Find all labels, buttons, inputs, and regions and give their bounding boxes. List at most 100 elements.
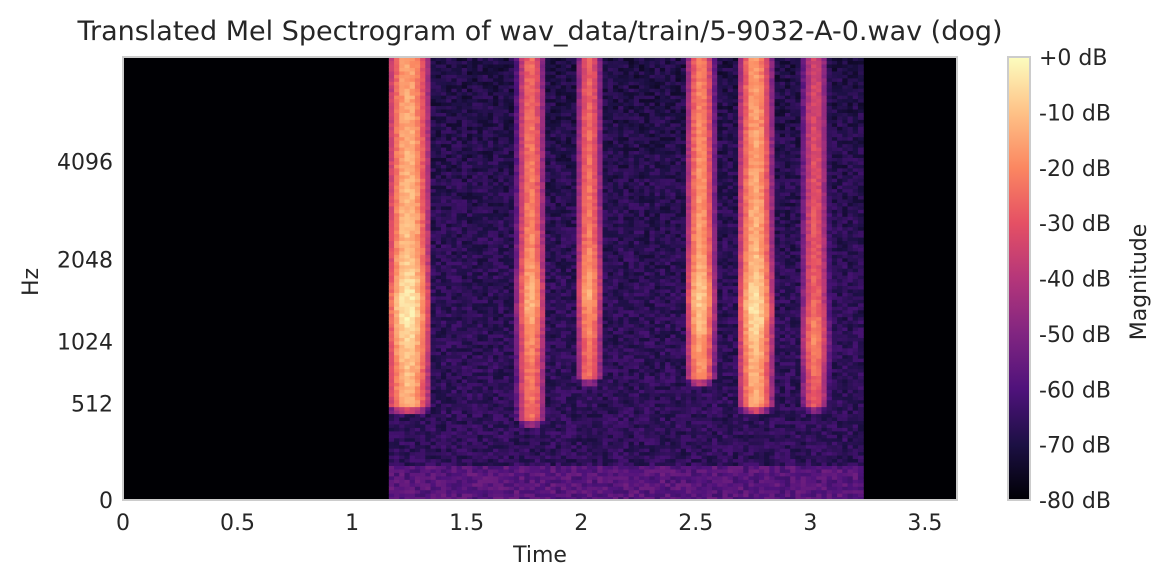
spectrogram-cell bbox=[540, 191, 546, 197]
spectrogram-cell bbox=[430, 250, 437, 255]
spectrogram-cell bbox=[566, 157, 572, 162]
spectrogram-cell bbox=[498, 88, 505, 93]
spectrogram-cell bbox=[534, 178, 541, 183]
spectrogram-cell bbox=[560, 458, 567, 463]
spectrogram-cell bbox=[545, 358, 552, 363]
spectrogram-cell bbox=[555, 112, 562, 117]
spectrogram-cell bbox=[404, 70, 411, 75]
spectrogram-cell bbox=[446, 493, 452, 498]
spectrogram-cell bbox=[529, 223, 536, 228]
spectrogram-cell bbox=[467, 167, 473, 172]
spectrogram-cell bbox=[425, 337, 432, 342]
spectrogram-cell bbox=[519, 430, 525, 435]
spectrogram-cell bbox=[576, 171, 583, 176]
spectrogram-cell bbox=[581, 278, 588, 283]
spectrogram-cell bbox=[425, 468, 432, 473]
spectrogram-cell bbox=[493, 115, 499, 120]
spectrogram-cell bbox=[477, 57, 484, 62]
spectrogram-cell bbox=[388, 275, 395, 280]
spectrogram-cell bbox=[540, 195, 546, 200]
spectrogram-cell bbox=[456, 212, 463, 217]
spectrogram-cell bbox=[451, 320, 458, 325]
spectrogram-cell bbox=[404, 455, 411, 460]
spectrogram-cell bbox=[482, 105, 489, 110]
spectrogram-cell bbox=[420, 406, 426, 411]
spectrogram-cell bbox=[425, 240, 432, 245]
spectrogram-cell bbox=[435, 320, 442, 325]
spectrogram-cell bbox=[430, 67, 437, 72]
spectrogram-cell bbox=[394, 254, 400, 259]
spectrogram-cell bbox=[493, 150, 499, 155]
spectrogram-cell bbox=[576, 77, 583, 82]
spectrogram-cell bbox=[409, 275, 416, 280]
spectrogram-cell bbox=[482, 309, 489, 314]
spectrogram-cell bbox=[451, 475, 458, 480]
spectrogram-cell bbox=[550, 333, 557, 338]
spectrogram-cell bbox=[571, 115, 578, 120]
spectrogram-cell bbox=[534, 365, 541, 370]
spectrogram-cell bbox=[409, 448, 416, 453]
spectrogram-cell bbox=[409, 333, 416, 338]
spectrogram-cell bbox=[456, 278, 463, 283]
spectrogram-cell bbox=[467, 88, 473, 93]
spectrogram-cell bbox=[545, 441, 552, 446]
spectrogram-cell bbox=[435, 198, 442, 203]
spectrogram-cell bbox=[487, 122, 494, 127]
spectrogram-cell bbox=[560, 143, 567, 148]
spectrogram-cell bbox=[524, 268, 531, 273]
spectrogram-cell bbox=[472, 212, 479, 217]
spectrogram-cell bbox=[430, 375, 437, 380]
spectrogram-cell bbox=[394, 133, 400, 138]
spectrogram-cell bbox=[388, 423, 395, 428]
spectrogram-cell bbox=[560, 368, 567, 373]
spectrogram-cell bbox=[493, 375, 499, 380]
spectrogram-cell bbox=[477, 461, 484, 466]
spectrogram-cell bbox=[404, 403, 411, 408]
spectrogram-cell bbox=[472, 361, 479, 366]
spectrogram-cell bbox=[477, 275, 484, 280]
spectrogram-cell bbox=[394, 146, 400, 152]
spectrogram-cell bbox=[404, 146, 411, 152]
spectrogram-cell bbox=[498, 382, 505, 387]
spectrogram-cell bbox=[534, 164, 541, 169]
spectrogram-cell bbox=[586, 330, 593, 335]
spectrogram-cell bbox=[399, 81, 406, 86]
spectrogram-cell bbox=[576, 101, 583, 107]
spectrogram-cell bbox=[566, 361, 572, 366]
spectrogram-cell bbox=[435, 143, 442, 148]
spectrogram-cell bbox=[404, 413, 411, 418]
spectrogram-cell bbox=[477, 371, 484, 377]
spectrogram-cell bbox=[550, 157, 557, 162]
spectrogram-cell bbox=[581, 365, 588, 370]
spectrogram-cell bbox=[435, 250, 442, 255]
spectrogram-cell bbox=[477, 451, 484, 456]
spectrogram-cell bbox=[399, 337, 406, 342]
spectrogram-cell bbox=[576, 133, 583, 138]
spectrogram-cell bbox=[388, 330, 395, 335]
spectrogram-cell bbox=[550, 434, 557, 439]
spectrogram-cell bbox=[420, 295, 426, 300]
spectrogram-cell bbox=[440, 157, 447, 162]
spectrogram-cell bbox=[409, 451, 416, 456]
spectrogram-cell bbox=[508, 115, 515, 120]
spectrogram-cell bbox=[550, 77, 557, 82]
spectrogram-cell bbox=[446, 98, 452, 103]
spectrogram-cell bbox=[534, 205, 541, 210]
spectrogram-cell bbox=[394, 378, 400, 383]
spectrogram-cell bbox=[576, 271, 583, 276]
spectrogram-cell bbox=[430, 115, 437, 120]
spectrogram-cell bbox=[566, 63, 572, 68]
spectrogram-cell bbox=[425, 205, 432, 210]
spectrogram-cell bbox=[529, 268, 536, 273]
spectrogram-cell bbox=[487, 178, 494, 183]
spectrogram-cell bbox=[446, 140, 452, 145]
spectrogram-cell bbox=[451, 371, 458, 377]
spectrogram-cell bbox=[399, 101, 406, 107]
spectrogram-cell bbox=[524, 122, 531, 127]
spectrogram-cell bbox=[545, 437, 552, 442]
spectrogram-cell bbox=[540, 302, 546, 307]
spectrogram-cell bbox=[461, 88, 468, 93]
spectrogram-cell bbox=[482, 496, 489, 501]
spectrogram-cell bbox=[508, 493, 515, 498]
spectrogram-cell bbox=[461, 268, 468, 273]
